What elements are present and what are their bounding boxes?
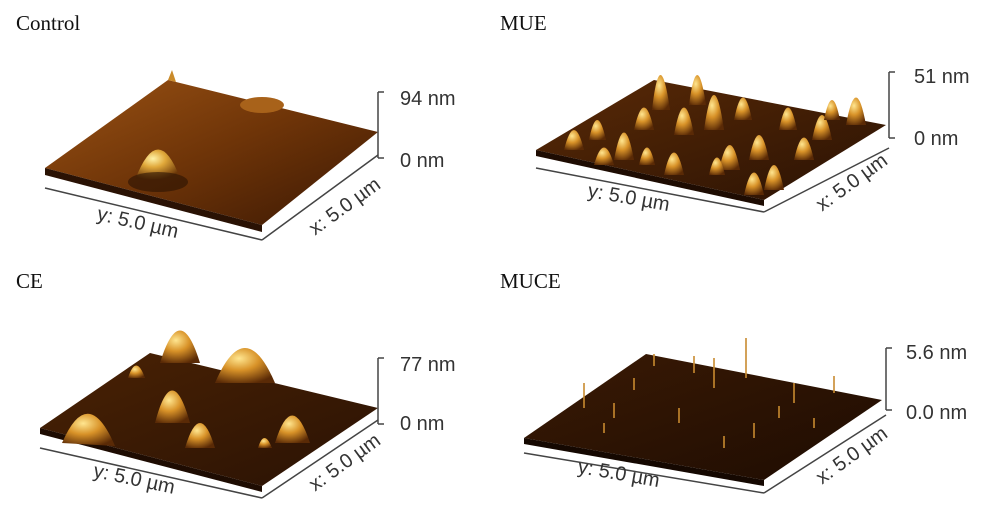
afm-surface-mue	[535, 71, 895, 213]
z-min-label: 0 nm	[400, 150, 445, 172]
z-max-label: 77 nm	[400, 354, 456, 376]
afm-surface-control	[44, 70, 384, 241]
panel-title: Control	[16, 11, 81, 35]
afm-panel-control: Control 94 nm 0 nm y: 5.0 µm x: 5.0 µm	[0, 0, 494, 257]
z-max-label: 94 nm	[400, 88, 456, 110]
afm-panel-muce: MUCE 5.6 nm 0.0 nm y: 5.0 µm x: 5.0 µm	[494, 258, 988, 515]
z-max-label: 5.6 nm	[906, 342, 968, 364]
afm-surface-muce	[523, 338, 892, 494]
panel-title: MUE	[500, 11, 547, 35]
z-max-label: 51 nm	[914, 66, 970, 88]
z-min-label: 0 nm	[914, 128, 959, 150]
afm-panel-ce: CE 77 nm 0 nm y: 5.0 µm x: 5.0 µm	[0, 258, 494, 515]
panel-title: CE	[16, 269, 43, 293]
z-min-label: 0.0 nm	[906, 402, 968, 424]
afm-panel-mue: MUE 51 nm 0 nm y: 5.0 µm x: 5.0 µm	[494, 0, 988, 257]
z-min-label: 0 nm	[400, 413, 445, 435]
panel-title: MUCE	[500, 269, 561, 293]
afm-surface-ce	[39, 330, 384, 499]
